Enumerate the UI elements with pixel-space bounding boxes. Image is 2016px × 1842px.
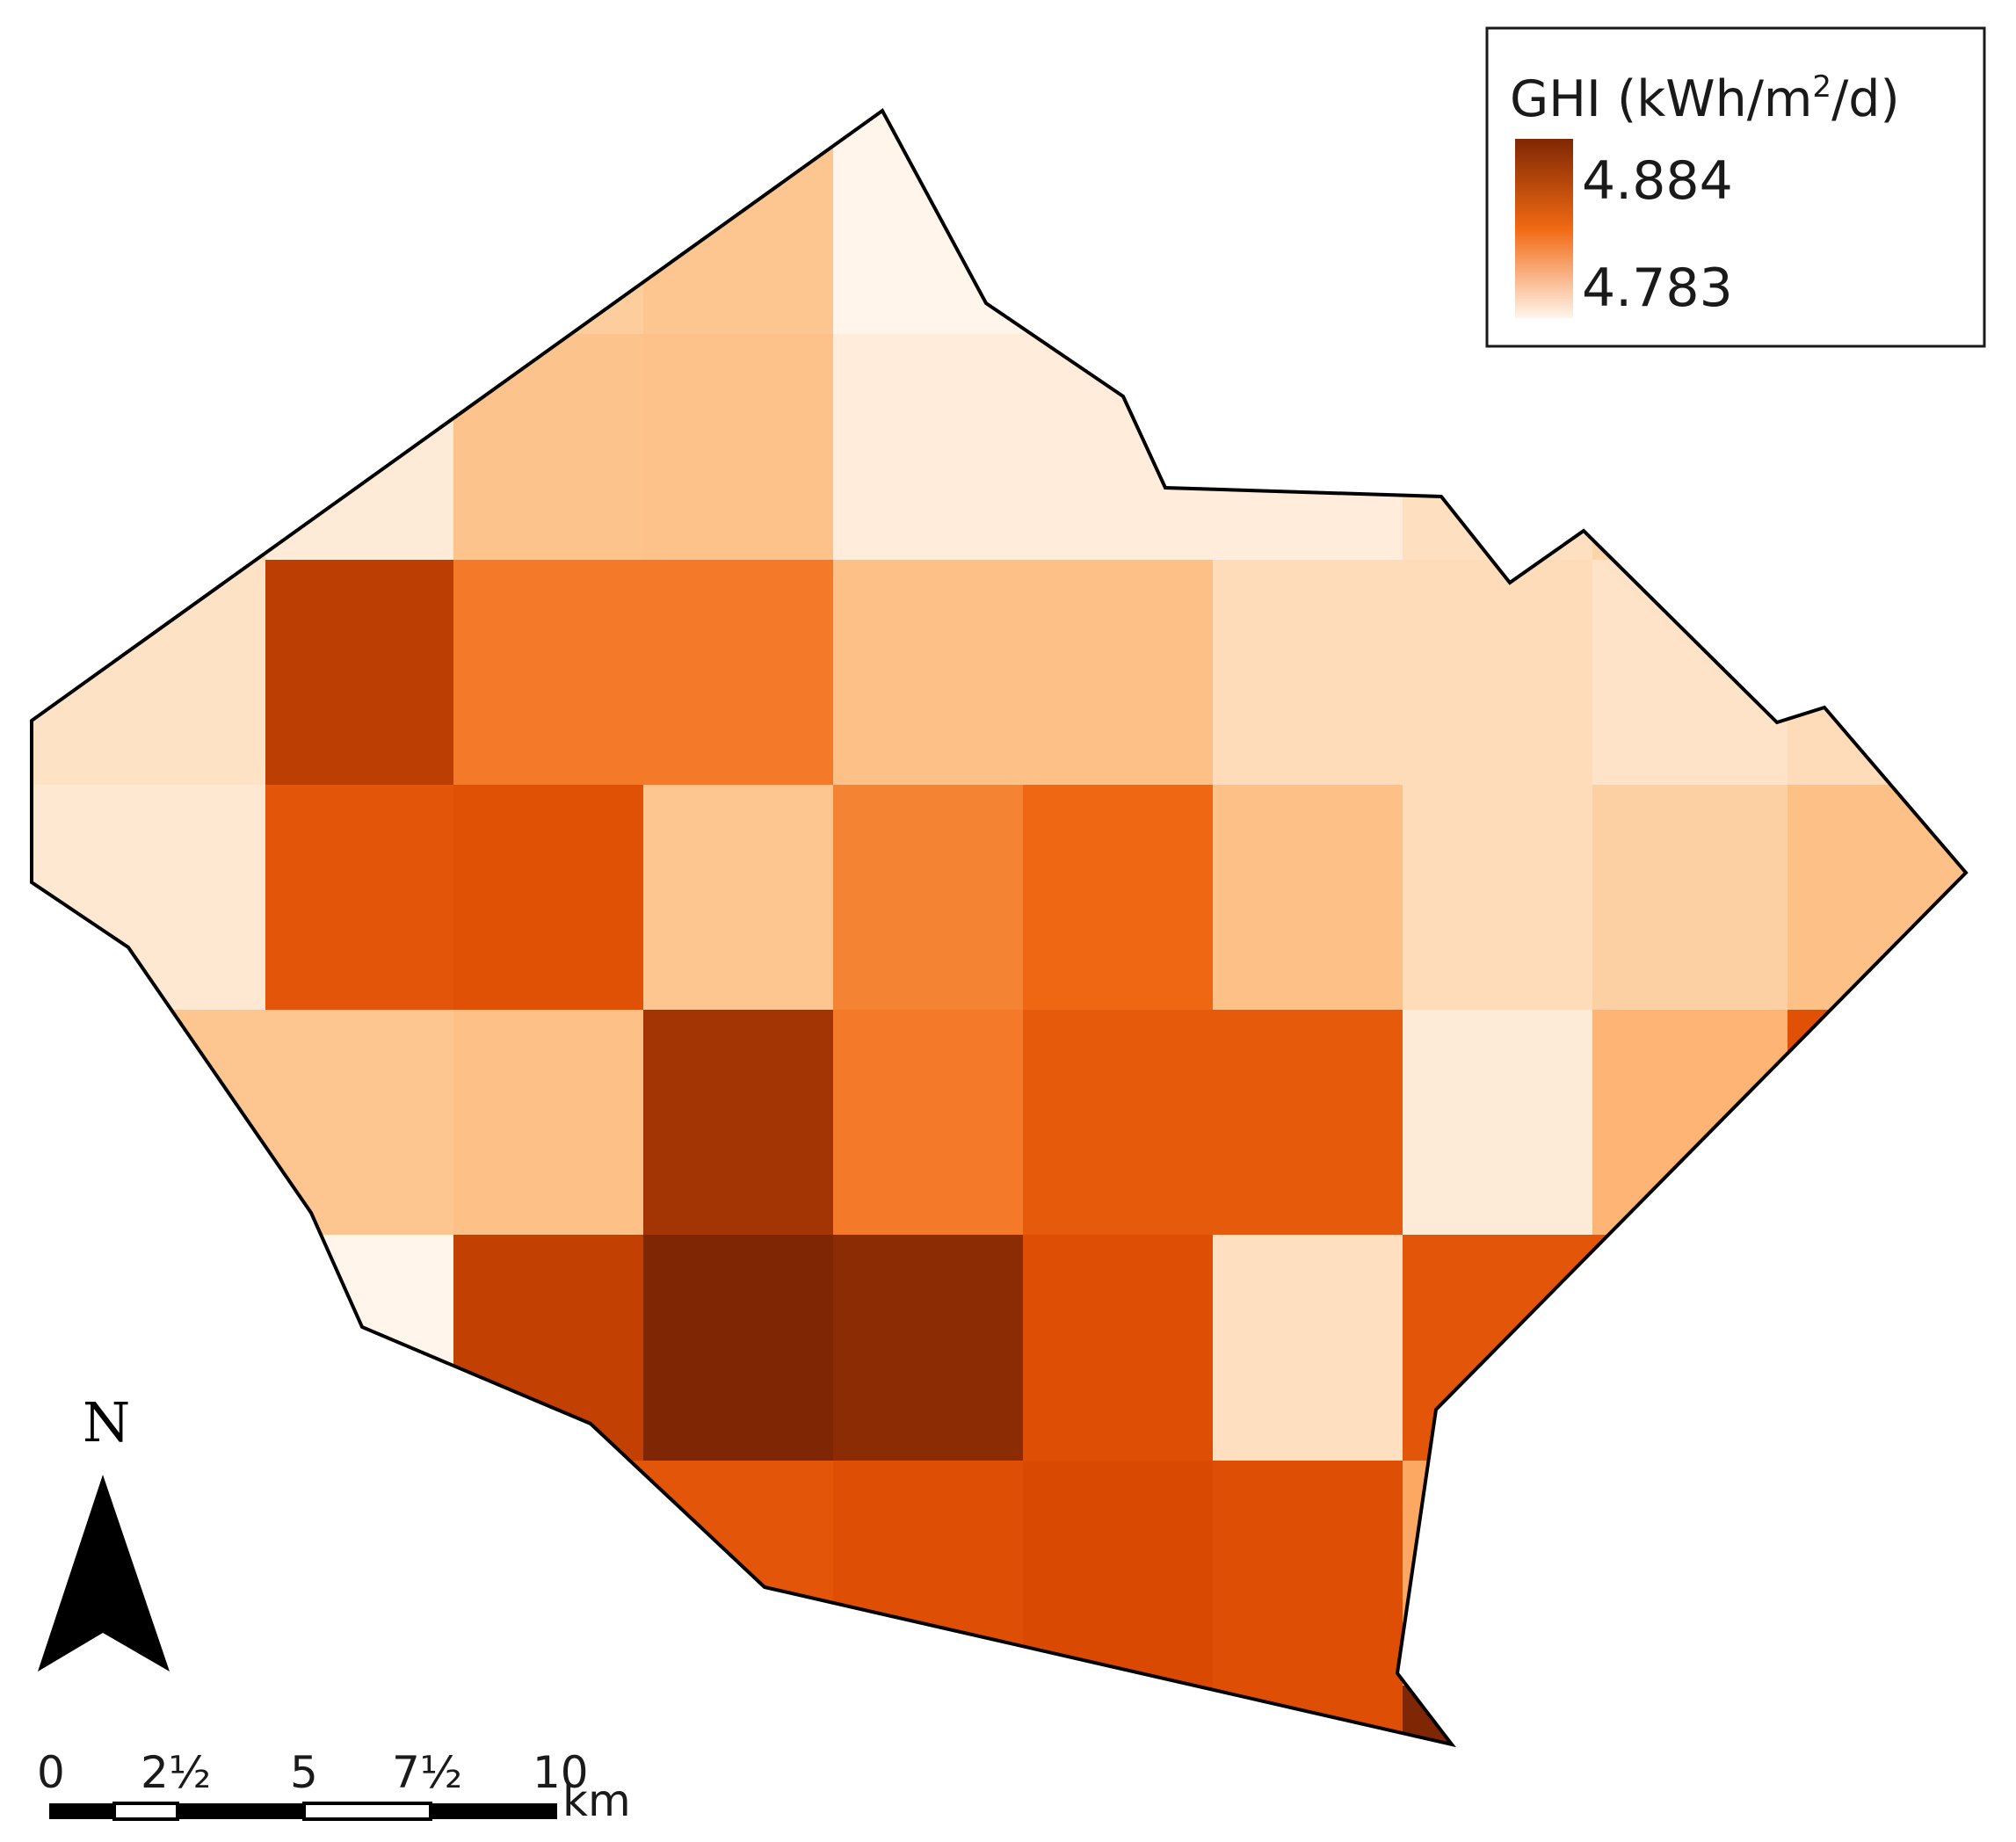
raster-cell bbox=[453, 1461, 644, 1686]
raster-cell bbox=[1788, 1461, 1966, 1686]
raster-cell bbox=[643, 1461, 834, 1686]
raster-cell bbox=[833, 1010, 1024, 1236]
raster-cell bbox=[643, 1010, 834, 1236]
scale-segment-1 bbox=[49, 1803, 114, 1819]
raster-cell bbox=[643, 785, 834, 1011]
raster-cell bbox=[1023, 1235, 1214, 1461]
raster-cell bbox=[643, 560, 834, 786]
raster-cell bbox=[1023, 1686, 1214, 1744]
raster-cell bbox=[833, 111, 1024, 335]
scale-label-10: 10 bbox=[533, 1747, 589, 1798]
raster-cell bbox=[453, 334, 644, 561]
raster-cell bbox=[1213, 1235, 1403, 1461]
raster-cell bbox=[1403, 785, 1593, 1011]
raster-cell bbox=[265, 111, 454, 335]
raster-cell bbox=[1023, 334, 1214, 561]
scale-label-0: 0 bbox=[37, 1747, 65, 1798]
raster-cell bbox=[32, 111, 266, 335]
scale-segment-3 bbox=[178, 1803, 304, 1819]
scale-label-5: 5 bbox=[290, 1747, 318, 1798]
raster-cell bbox=[1213, 1461, 1403, 1686]
raster-cell bbox=[1213, 334, 1403, 561]
raster-cell bbox=[1213, 785, 1403, 1011]
raster-cell bbox=[1023, 560, 1214, 786]
raster-cell bbox=[643, 111, 834, 335]
raster-cell bbox=[833, 1686, 1024, 1744]
raster-cell bbox=[1592, 785, 1788, 1011]
raster-cell bbox=[1592, 1686, 1788, 1744]
raster-cell bbox=[265, 1235, 454, 1461]
raster-cell bbox=[1403, 1461, 1593, 1686]
raster-cell bbox=[1023, 111, 1214, 335]
raster-cell bbox=[1592, 1010, 1788, 1236]
north-arrow: N bbox=[38, 1390, 170, 1672]
raster-cell bbox=[1403, 560, 1593, 786]
raster-cell bbox=[453, 560, 644, 786]
raster-cell bbox=[1788, 785, 1966, 1011]
scale-bar: 0 2½ 5 7½ 10 km bbox=[37, 1747, 631, 1826]
raster-cell bbox=[643, 1686, 834, 1744]
study-area-boundary bbox=[30, 108, 1969, 1748]
raster-cell bbox=[1788, 560, 1966, 786]
raster-cell bbox=[1592, 334, 1788, 561]
raster-cell bbox=[265, 1461, 454, 1686]
raster-cell bbox=[1788, 1010, 1966, 1236]
legend-title-prefix: GHI (kWh/m bbox=[1510, 70, 1812, 128]
raster-cell bbox=[265, 785, 454, 1011]
raster-cell bbox=[1592, 1461, 1788, 1686]
north-label: N bbox=[83, 1390, 130, 1454]
legend-title-suffix: /d) bbox=[1831, 70, 1900, 128]
raster-cell bbox=[833, 1235, 1024, 1461]
north-arrow-icon bbox=[38, 1475, 170, 1672]
legend-title: GHI (kWh/m2/d) bbox=[1510, 69, 1900, 128]
scale-segment-5 bbox=[431, 1803, 557, 1819]
raster-cell bbox=[32, 560, 266, 786]
raster-cell bbox=[1788, 1235, 1966, 1461]
raster-cell bbox=[833, 1461, 1024, 1686]
raster-cell bbox=[32, 334, 266, 561]
scale-segment-4 bbox=[302, 1802, 432, 1821]
raster-cell bbox=[1403, 1686, 1593, 1744]
scale-segment-2 bbox=[112, 1802, 179, 1821]
legend-min-label: 4.783 bbox=[1582, 257, 1733, 319]
legend-color-ramp bbox=[1515, 139, 1573, 318]
raster-cell bbox=[1788, 1686, 1966, 1744]
raster-cell bbox=[643, 1235, 834, 1461]
raster-cell bbox=[1403, 1010, 1593, 1236]
ghi-raster-layer bbox=[32, 111, 1966, 1744]
raster-cell bbox=[1213, 1010, 1403, 1236]
raster-cell bbox=[32, 1010, 266, 1236]
raster-cell bbox=[265, 1010, 454, 1236]
raster-cell bbox=[1023, 1010, 1214, 1236]
raster-cell bbox=[1592, 1235, 1788, 1461]
raster-cell bbox=[833, 334, 1024, 561]
raster-cell bbox=[265, 560, 454, 786]
scale-label-7-5: 7½ bbox=[392, 1747, 462, 1798]
scale-label-2-5: 2½ bbox=[141, 1747, 211, 1798]
raster-cell bbox=[833, 560, 1024, 786]
raster-cell bbox=[1592, 560, 1788, 786]
legend-title-superscript: 2 bbox=[1812, 69, 1831, 105]
raster-cell bbox=[1023, 785, 1214, 1011]
raster-cell bbox=[265, 334, 454, 561]
raster-cell bbox=[453, 1235, 644, 1461]
legend: GHI (kWh/m2/d) 4.884 4.783 bbox=[1485, 26, 1986, 348]
raster-cell bbox=[1213, 111, 1403, 335]
raster-cell bbox=[1023, 1461, 1214, 1686]
raster-cell bbox=[32, 1235, 266, 1461]
legend-max-label: 4.884 bbox=[1582, 150, 1733, 212]
raster-cell bbox=[453, 785, 644, 1011]
raster-cell bbox=[453, 1010, 644, 1236]
raster-cell bbox=[1788, 334, 1966, 561]
raster-cell bbox=[643, 334, 834, 561]
raster-cell bbox=[1403, 334, 1593, 561]
raster-cell bbox=[833, 785, 1024, 1011]
scale-unit-label: km bbox=[562, 1775, 631, 1826]
raster-cell bbox=[1213, 560, 1403, 786]
